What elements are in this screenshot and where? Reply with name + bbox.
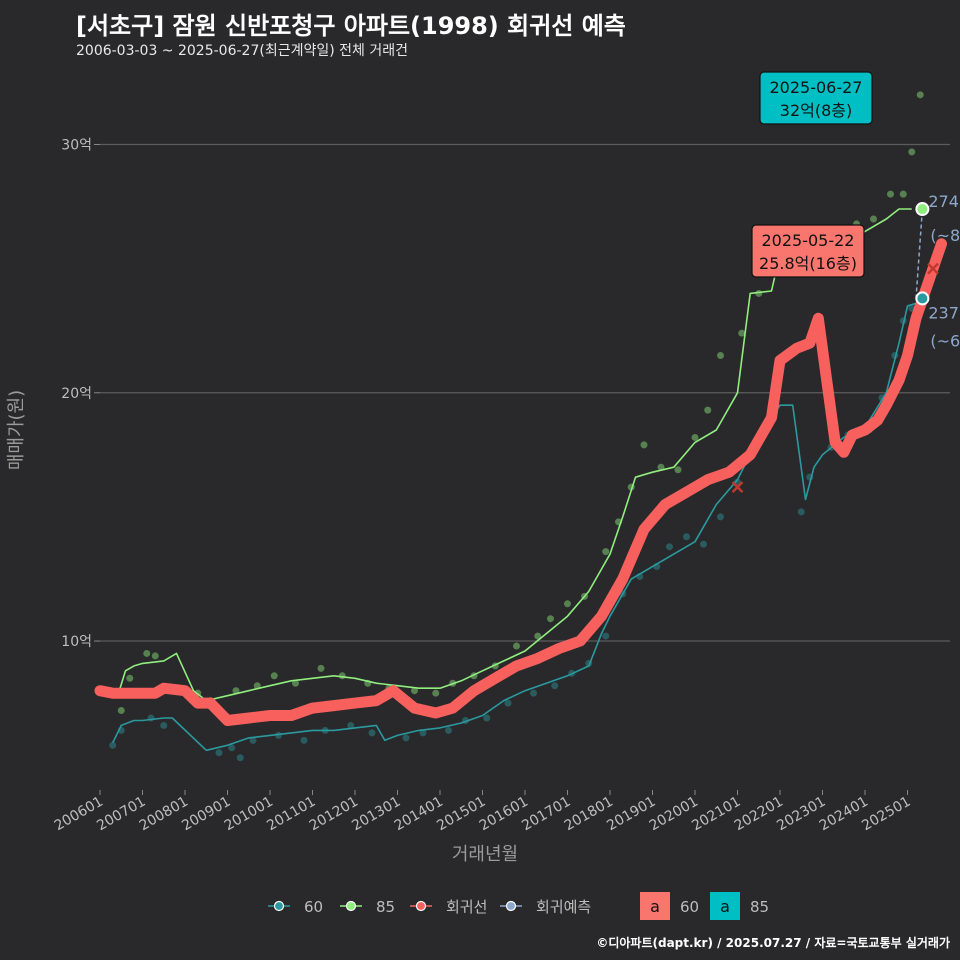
scatter-point-85 [143,649,151,657]
y-tick-label: 20억 [61,386,92,402]
scatter-point-85 [908,148,916,156]
scatter-point-85 [738,329,746,337]
y-axis-title: 매매가(원) [6,390,27,470]
scatter-point-60 [249,736,257,744]
legend-box-label-85: 85 [750,898,769,916]
scatter-point-85 [117,707,125,715]
legend-label-회귀선: 회귀선 [446,898,487,916]
legend-box-label-60: 60 [680,898,699,916]
x-axis-title: 거래년월 [452,844,518,865]
scatter-point-60 [530,689,537,697]
scatter-point-85 [704,406,712,414]
end-label-value-60: 237,562 [928,303,960,322]
scatter-point-60 [402,734,410,742]
scatter-point-60 [109,741,117,749]
y-tick-label: 10억 [61,634,92,650]
legend-box-85 [710,892,740,920]
scatter-point-85 [870,215,877,223]
scatter-point-60 [717,513,724,521]
legend-label-85: 85 [376,898,395,916]
annotation-date: 2025-05-22 [762,231,855,250]
scatter-point-60 [666,543,673,551]
scatter-point-85 [513,642,520,650]
end-marker-85 [915,202,930,217]
end-label-sub-60: (~60㎡) [930,331,960,350]
scatter-point-85 [547,615,554,623]
page-subtitle: 2006-03-03 ~ 2025-06-27(최근계약일) 전체 거래건 [76,43,408,59]
annotation-box [751,224,865,278]
annotation-value: 32억(8층) [780,101,852,120]
legend-marker-60 [273,900,285,912]
legend-box-60 [640,892,670,920]
scatter-point-85 [151,652,159,660]
scatter-point-85 [691,433,699,441]
series-line-85 [116,208,912,702]
scatter-point-85 [292,679,299,687]
scatter-point-85 [916,91,924,99]
annotation-value: 25.8억(16층) [759,254,857,273]
scatter-point-60 [160,721,168,729]
scatter-point-60 [300,736,308,744]
source-footer: ©디아파트(dapt.kr) / 2025.07.27 / 자료=국토교통부 실… [596,936,950,950]
y-tick-label: 30억 [61,137,92,153]
scatter-point-85 [432,689,440,697]
scatter-point-85 [232,687,240,695]
legend-marker-회귀선 [415,900,427,912]
cross-marker [927,262,939,275]
page-title: [서초구] 잠원 신반포청구 아파트(1998) 회귀선 예측 [76,12,626,40]
scatter-point-60 [602,632,610,640]
scatter-point-85 [564,600,571,608]
legend-label-60: 60 [304,898,323,916]
scatter-point-60 [483,714,491,722]
scatter-point-85 [640,441,648,449]
legend-marker-85 [345,900,357,912]
scatter-point-60 [504,699,512,707]
end-marker-60 [915,291,930,306]
scatter-point-60 [368,729,376,737]
annotation-box [759,71,873,125]
scatter-point-60 [236,754,244,762]
scatter-point-85 [602,548,610,556]
scatter-point-85 [674,466,682,474]
scatter-point-85 [534,632,542,640]
scatter-point-85 [270,672,278,680]
scatter-point-85 [717,352,724,360]
scatter-point-60 [228,744,236,752]
end-label-sub-85: (~85㎡) [930,226,960,245]
cross-marker [731,481,744,493]
scatter-point-85 [411,687,418,695]
scatter-point-60 [683,533,690,541]
scatter-point-60 [215,749,223,757]
scatter-point-60 [700,540,707,548]
legend-label-회귀예측: 회귀예측 [536,898,591,916]
legend-marker-회귀예측 [505,900,517,912]
scatter-point-60 [797,508,805,516]
scatter-point-85 [887,190,894,198]
series-line-60 [111,302,917,752]
legend-box-glyph: a [720,897,730,916]
scatter-point-60 [551,682,559,690]
regression-line [94,238,947,726]
scatter-point-60 [445,726,452,734]
scatter-point-85 [899,190,907,198]
scatter-point-60 [419,729,427,737]
scatter-point-85 [126,674,134,682]
annotation-date: 2025-06-27 [770,78,863,97]
scatter-point-85 [317,664,325,672]
prediction-line [915,208,924,299]
scatter-point-60 [347,721,355,729]
end-label-value-85: 274,154 [928,192,960,211]
legend-box-glyph: a [650,897,660,916]
x-tick-label: 202501 [859,794,913,835]
